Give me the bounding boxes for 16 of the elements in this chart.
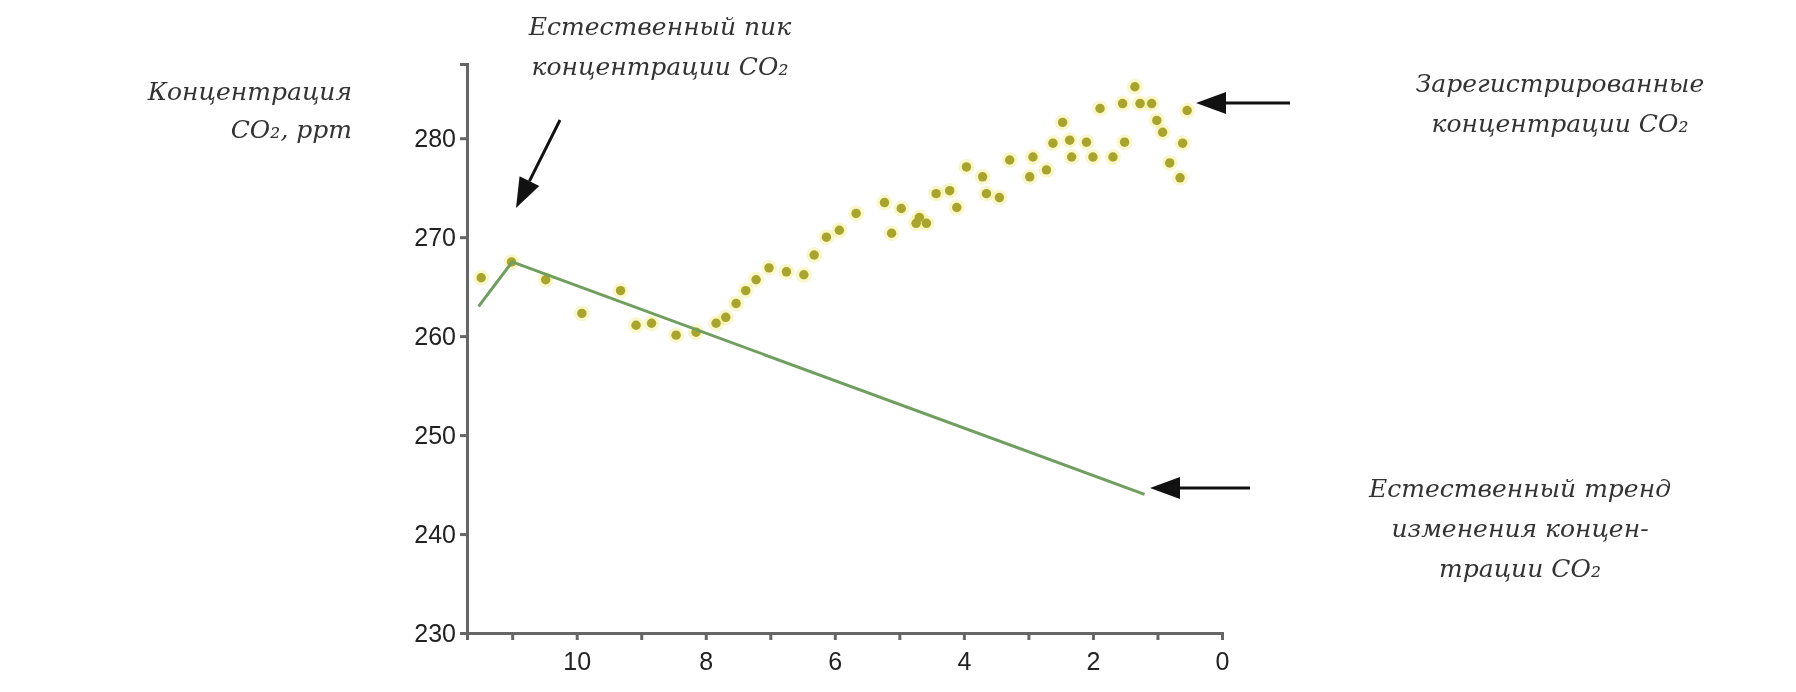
annotation: Естественный пик концентрации CO₂ — [527, 12, 792, 81]
y-tick-label: 240 — [414, 519, 456, 548]
y-tick-label: 280 — [414, 123, 456, 152]
text: Естественный тренд изменения концен- трации CO₂ — [1368, 474, 1671, 583]
x-tick-label: 10 — [563, 646, 592, 675]
y-axis-title: Концентрация CO₂, ppm — [146, 77, 352, 144]
y-tick-label: 250 — [414, 420, 456, 449]
y-tick-label: 230 — [414, 618, 456, 647]
x-tick-label: 6 — [828, 646, 843, 675]
text: Зарегистрированные концентрации CO₂ — [1415, 69, 1705, 138]
y-tick-label: 270 — [414, 222, 456, 251]
x-tick-label: 8 — [699, 646, 714, 675]
x-tick-label: 0 — [1215, 646, 1230, 675]
x-tick-label: 2 — [1086, 646, 1101, 675]
y-tick-label: 260 — [414, 321, 456, 350]
x-tick-label: 4 — [957, 646, 972, 675]
